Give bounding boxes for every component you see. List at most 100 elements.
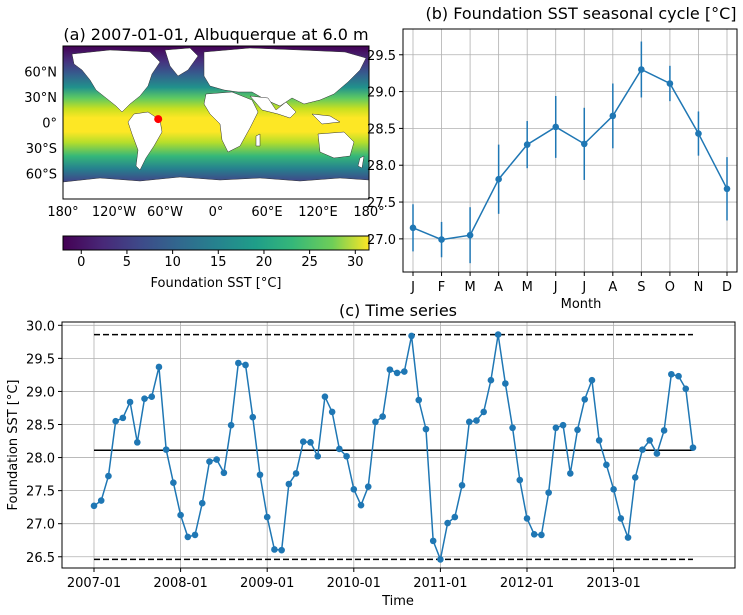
panel-b-xtick-label: J — [581, 280, 586, 295]
colorbar-gradient — [62, 235, 370, 251]
seasonal-point — [580, 140, 588, 148]
timeseries-point — [372, 418, 379, 426]
map-lon-tick-label: 120°W — [92, 205, 136, 220]
panel-c-timeseries: (c) Time series 2007-01 2008-01 2009-01 201… — [6, 301, 736, 609]
timeseries-point — [487, 376, 495, 384]
timeseries-point — [581, 396, 589, 403]
timeseries-point — [119, 414, 127, 422]
colorbar-tick-label: 20 — [256, 255, 273, 270]
colorbar-tick-label: 10 — [164, 255, 181, 270]
panel-b-ytick-label: 28.5 — [367, 122, 396, 137]
timeseries-point — [552, 424, 560, 432]
timeseries-point — [595, 437, 603, 444]
panel-c-grid — [62, 322, 735, 568]
timeseries-point — [112, 417, 119, 425]
timeseries-point — [653, 450, 661, 457]
timeseries-point — [523, 515, 531, 522]
panel-a-title: (a) 2007-01-01, Albuquerque at 6.0 m — [63, 25, 368, 44]
panel-c-ylabel: Foundation SST [°C] — [6, 380, 21, 511]
colorbar-tick-label: 25 — [301, 255, 318, 270]
timeseries-point — [624, 534, 632, 541]
colorbar-tick-label: 5 — [123, 255, 131, 270]
timeseries-point — [509, 424, 516, 432]
panel-c-xtick-label: 2007-01 — [67, 576, 121, 591]
timeseries-point — [545, 489, 552, 496]
timeseries-point — [379, 413, 386, 420]
map-lat-tick-label: 0° — [42, 117, 57, 132]
seasonal-line — [412, 68, 728, 241]
panel-c-ytick-label: 29.5 — [26, 352, 55, 367]
panel-b-xtick-label: F — [438, 280, 445, 295]
panel-b-xtick-label: J — [553, 280, 558, 295]
land-greenland — [164, 47, 199, 77]
timeseries-point — [155, 363, 163, 371]
land-antarctica — [63, 176, 369, 199]
panel-b-ytick-label: 29.5 — [367, 49, 396, 64]
panel-b-frame — [402, 28, 738, 273]
map-frame — [62, 45, 370, 200]
map-lon-tick-label: 0° — [209, 205, 224, 220]
timeseries-point — [97, 497, 105, 504]
colorbar-ticks: 0 5 10 15 20 25 30 — [77, 250, 364, 270]
panel-b-xtick-label: A — [494, 280, 503, 295]
land-arabia-india — [249, 95, 297, 119]
timeseries-point — [242, 361, 249, 369]
map-lon-tick-label: 180° — [353, 205, 384, 220]
timeseries-point — [494, 331, 502, 338]
timeseries-point — [617, 515, 625, 522]
colorbar: 0 5 10 15 20 25 30 Foundation SST [°C] — [62, 235, 370, 291]
timeseries-point — [134, 439, 141, 446]
panel-b-ticks: J F M A M J J A S O N D 27.0 27.5 28.0 28.5 29.0 29.5 — [367, 49, 732, 295]
timeseries-point — [256, 471, 264, 479]
colorbar-tick-label: 0 — [77, 255, 85, 270]
panel-b-xtick-label: D — [722, 280, 732, 295]
timeseries-point — [148, 393, 156, 401]
timeseries-point — [516, 476, 524, 484]
timeseries-point — [299, 438, 307, 445]
timeseries-point — [444, 519, 451, 527]
panel-a-map: (a) 2007-01-01, Albuquerque at 6.0 m — [24, 25, 384, 220]
seasonal-point — [638, 66, 645, 73]
timeseries-point — [429, 537, 437, 545]
panel-b-xtick-label: O — [665, 280, 675, 295]
panel-c-ytick-label: 27.5 — [26, 485, 55, 500]
panel-b-grid — [403, 29, 737, 272]
colorbar-tick-label: 30 — [347, 255, 364, 270]
land-indonesia — [311, 113, 341, 125]
timeseries-point — [393, 369, 401, 377]
timeseries-point — [105, 472, 112, 480]
panel-c-xtick-label: 2009-01 — [240, 576, 294, 591]
seasonal-point — [552, 123, 560, 131]
timeseries-point — [559, 421, 567, 429]
seasonal-point — [666, 80, 674, 87]
timeseries-point — [141, 395, 148, 403]
timeseries-point — [271, 546, 278, 553]
map-lon-tick-label: 60°E — [251, 205, 282, 220]
timeseries-point — [437, 556, 444, 563]
panel-b-ytick-label: 27.0 — [367, 233, 396, 248]
timeseries-point — [473, 417, 480, 424]
timeseries-point — [364, 483, 372, 490]
panel-c-ytick-label: 27.0 — [26, 518, 55, 533]
timeseries-point — [610, 486, 617, 493]
panel-c-xtick-label: 2012-01 — [500, 576, 554, 591]
land-new-zealand — [357, 155, 365, 169]
panel-b-xtick-label: J — [410, 280, 415, 295]
panel-c-xtick-label: 2013-01 — [586, 576, 640, 591]
land-masses — [63, 47, 369, 199]
map-lat-tick-label: 30°N — [24, 91, 57, 106]
timeseries-point — [646, 437, 653, 444]
timeseries-point — [538, 531, 545, 539]
land-africa — [203, 91, 259, 153]
timeseries-point — [206, 458, 213, 465]
panel-c-ytick-label: 26.5 — [26, 551, 55, 566]
timeseries-point — [285, 480, 293, 488]
timeseries-point — [343, 452, 350, 460]
land-north-america — [71, 49, 161, 113]
panel-c-xtick-label: 2008-01 — [153, 576, 207, 591]
panel-b-xtick-label: S — [637, 280, 645, 295]
map-lon-tick-label: 180° — [47, 205, 78, 220]
panel-b-seasonal: (b) Foundation SST seasonal cycle [°C] J… — [367, 4, 738, 312]
timeseries-point — [660, 427, 668, 434]
timeseries-point — [480, 408, 488, 416]
